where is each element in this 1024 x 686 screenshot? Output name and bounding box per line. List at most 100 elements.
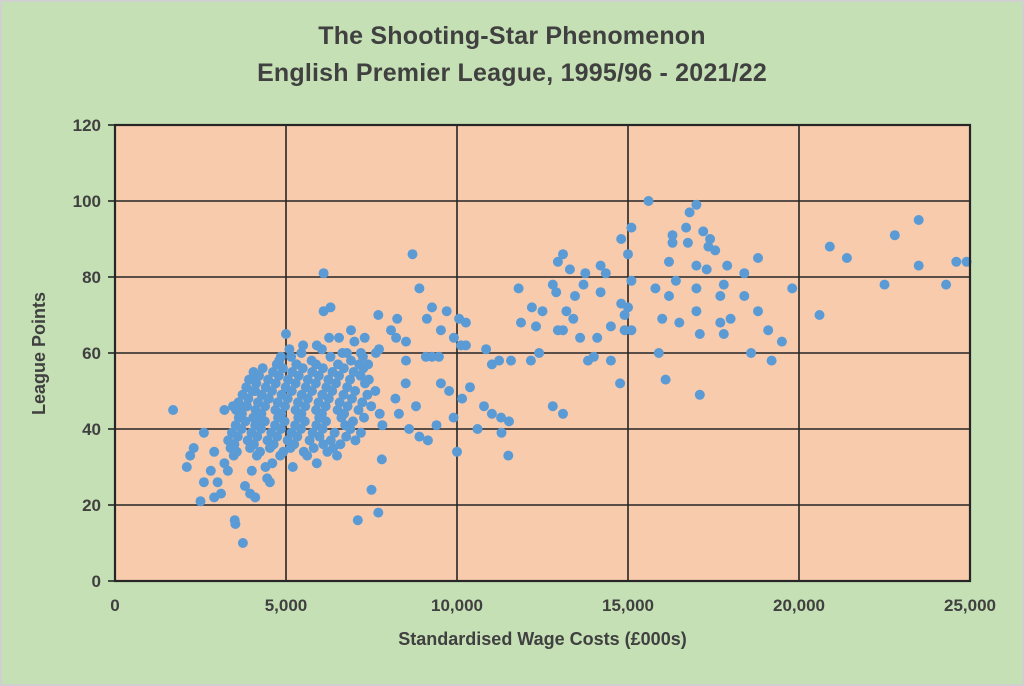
data-point (341, 431, 352, 442)
data-point (336, 412, 347, 423)
data-point (332, 450, 342, 461)
data-point (310, 378, 321, 389)
data-point (219, 458, 230, 469)
data-point (691, 306, 702, 317)
data-point (350, 435, 361, 446)
data-point (684, 207, 695, 218)
y-tick-label: 20 (82, 496, 101, 515)
data-point (296, 424, 306, 434)
data-point (325, 351, 336, 362)
data-point (243, 393, 254, 404)
data-point (824, 241, 835, 252)
data-point (251, 378, 262, 389)
data-point (570, 291, 580, 301)
data-point (486, 359, 497, 370)
data-point (363, 359, 374, 370)
data-point (272, 431, 283, 442)
data-point (694, 389, 705, 400)
data-point (256, 424, 266, 434)
data-point (564, 264, 575, 275)
data-point (323, 374, 334, 385)
data-point (307, 386, 317, 396)
data-point (766, 355, 777, 366)
data-point (302, 374, 313, 385)
data-point (267, 386, 277, 396)
data-point (222, 465, 233, 476)
data-point (216, 488, 226, 499)
data-point (298, 340, 309, 351)
data-point (414, 431, 425, 442)
data-point (317, 424, 328, 434)
data-point (257, 363, 268, 374)
chart-title-line2: English Premier League, 1995/96 - 2021/2… (257, 59, 767, 87)
data-point (506, 355, 516, 366)
data-point (275, 424, 286, 434)
data-point (282, 393, 293, 404)
data-point (619, 310, 630, 320)
data-point (366, 401, 377, 412)
data-point (664, 291, 674, 301)
data-point (698, 226, 709, 237)
data-point (615, 378, 626, 389)
data-point (198, 427, 209, 438)
data-point (400, 378, 411, 389)
data-point (421, 313, 432, 324)
data-point (531, 321, 541, 332)
data-point (366, 484, 377, 495)
data-point (558, 249, 568, 260)
data-point (626, 222, 637, 233)
data-point (444, 386, 455, 396)
data-point (280, 401, 290, 412)
data-point (329, 427, 340, 438)
data-point (623, 302, 633, 313)
data-point (373, 310, 384, 320)
data-point (297, 363, 308, 374)
data-point (411, 401, 421, 412)
data-point (513, 283, 524, 294)
data-point (337, 348, 348, 358)
data-point (209, 446, 220, 457)
data-point (250, 492, 261, 503)
data-point (342, 401, 353, 412)
data-point (547, 401, 558, 412)
y-axis-title: League Points (29, 291, 49, 415)
data-point (338, 389, 349, 400)
data-point (605, 321, 616, 332)
data-point (435, 325, 446, 336)
data-point (287, 462, 298, 472)
data-point (359, 332, 370, 343)
data-point (841, 253, 852, 263)
data-point (260, 401, 271, 412)
data-point (334, 332, 344, 343)
data-point (481, 344, 492, 355)
data-point (302, 393, 313, 404)
data-point (496, 427, 507, 438)
data-point (667, 230, 678, 241)
data-point (516, 317, 526, 328)
x-tick-label: 15,000 (602, 596, 654, 615)
data-point (626, 325, 637, 336)
data-point (240, 416, 251, 427)
data-point (504, 416, 514, 427)
data-point (318, 268, 329, 279)
data-point (323, 393, 334, 404)
data-point (345, 374, 355, 385)
data-point (376, 454, 387, 465)
data-point (205, 465, 216, 476)
data-point (674, 317, 685, 328)
data-point (370, 386, 381, 396)
data-point (252, 431, 263, 442)
data-point (286, 351, 297, 362)
data-point (670, 275, 681, 286)
data-point (472, 424, 483, 434)
data-point (525, 355, 536, 366)
data-point (657, 313, 668, 324)
data-point (300, 401, 311, 412)
data-point (392, 313, 403, 324)
data-point (346, 355, 356, 366)
data-point (275, 450, 286, 461)
data-point (691, 283, 702, 294)
data-point (605, 355, 616, 366)
data-point (448, 412, 459, 423)
